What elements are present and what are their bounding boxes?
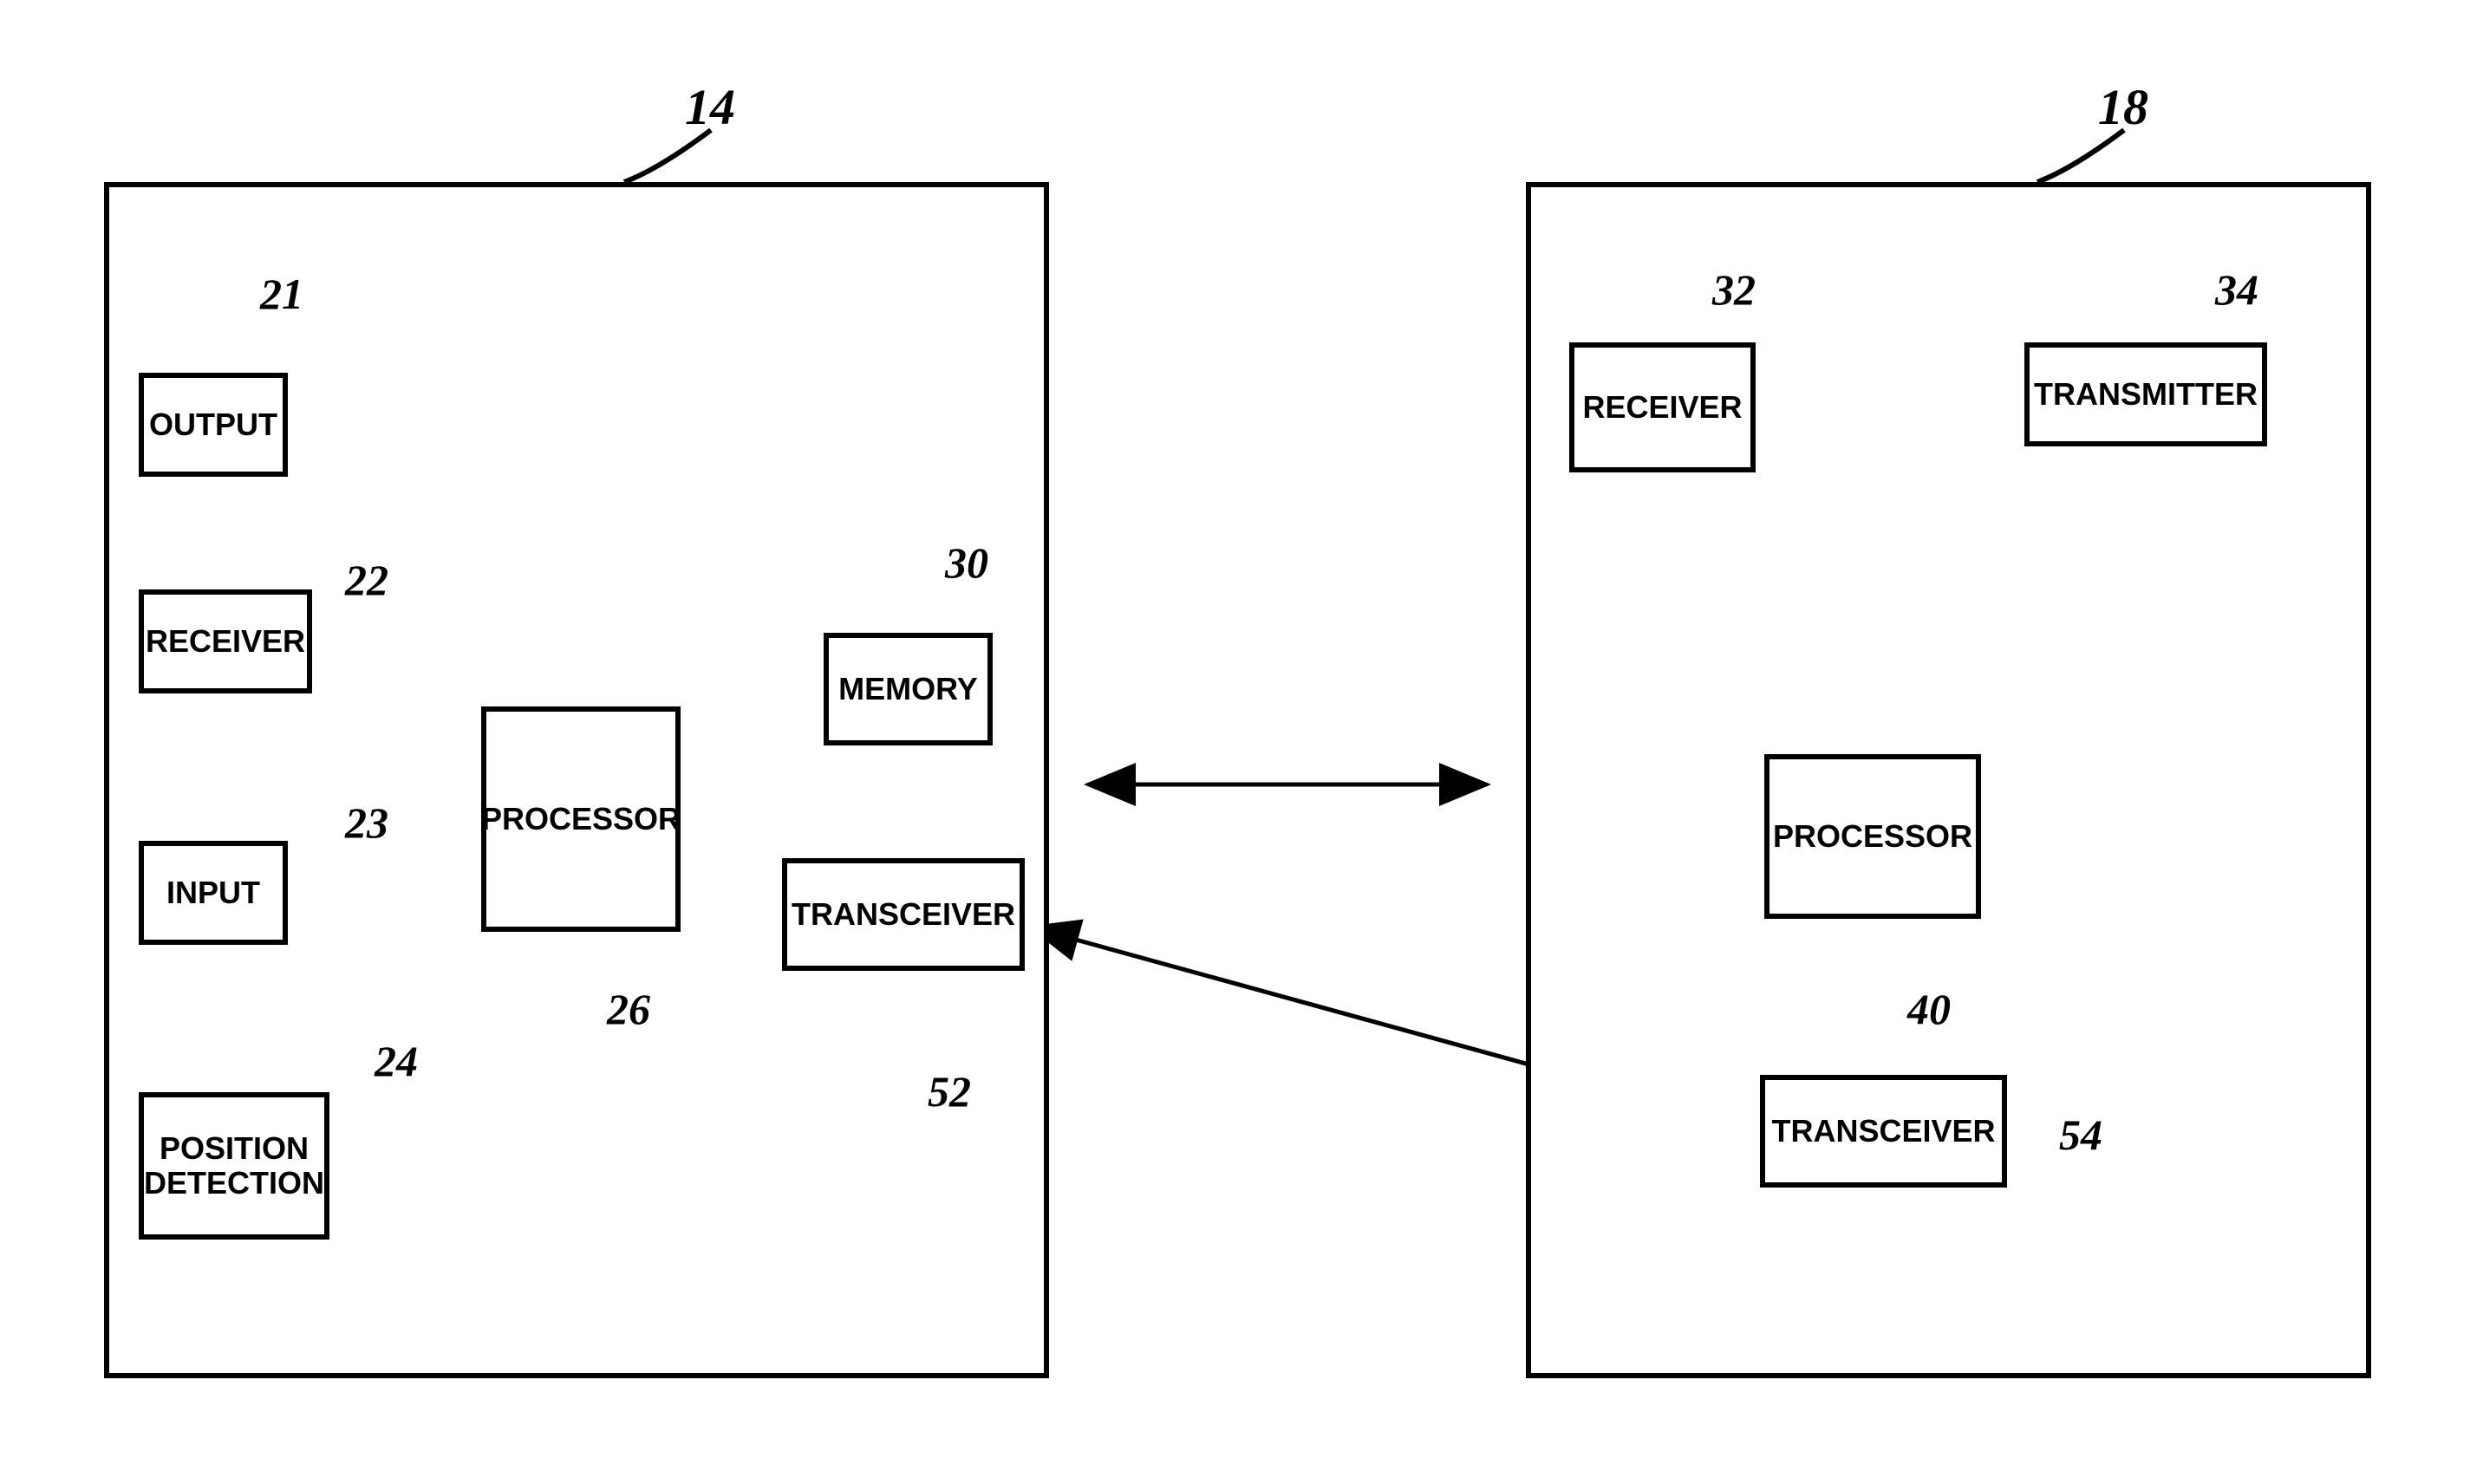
ref-label-22: 22 [345, 555, 388, 605]
ref-label-18: 18 [2098, 78, 2148, 136]
block-label-line: INPUT [166, 875, 260, 910]
block-label-line: DETECTION [144, 1166, 324, 1201]
ref-label-30: 30 [945, 537, 988, 588]
ref-label-52: 52 [928, 1066, 971, 1116]
block-input: INPUT [139, 841, 288, 945]
block-label-line: PROCESSOR [1773, 819, 1972, 854]
block-label-line: MEMORY [838, 672, 978, 706]
ref-label-26: 26 [607, 984, 650, 1034]
ref-label-40: 40 [1907, 984, 1951, 1034]
block-receiver_left: RECEIVER [139, 589, 312, 693]
ref-label-14: 14 [685, 78, 735, 136]
block-output: OUTPUT [139, 373, 288, 477]
ref-label-32: 32 [1712, 264, 1756, 315]
block-transceiver_left: TRANSCEIVER [782, 858, 1025, 971]
block-label-line: RECEIVER [146, 624, 305, 659]
block-position: POSITIONDETECTION [139, 1092, 329, 1240]
ref-label-23: 23 [345, 797, 388, 848]
block-label-line: RECEIVER [1582, 390, 1742, 425]
block-receiver_right: RECEIVER [1569, 342, 1756, 472]
block-label-line: POSITION [160, 1131, 309, 1166]
ref-label-34: 34 [2215, 264, 2258, 315]
ref-label-54: 54 [2059, 1110, 2102, 1160]
leader-curve-14 [624, 130, 711, 182]
block-label-line: PROCESSOR [481, 802, 681, 836]
block-memory: MEMORY [824, 633, 993, 745]
ref-label-24: 24 [375, 1036, 418, 1086]
block-processor_left: PROCESSOR [481, 706, 681, 932]
block-processor_right: PROCESSOR [1764, 754, 1981, 919]
block-label-line: TRANSCEIVER [792, 897, 1015, 932]
leader-curve-18 [2037, 130, 2124, 182]
block-label-line: OUTPUT [149, 407, 277, 442]
ref-label-21: 21 [260, 269, 303, 319]
block-label-line: TRANSMITTER [2034, 377, 2258, 412]
block-transmitter: TRANSMITTER [2024, 342, 2267, 446]
block-transceiver_right: TRANSCEIVER [1760, 1075, 2007, 1188]
block-label-line: TRANSCEIVER [1771, 1114, 1995, 1149]
